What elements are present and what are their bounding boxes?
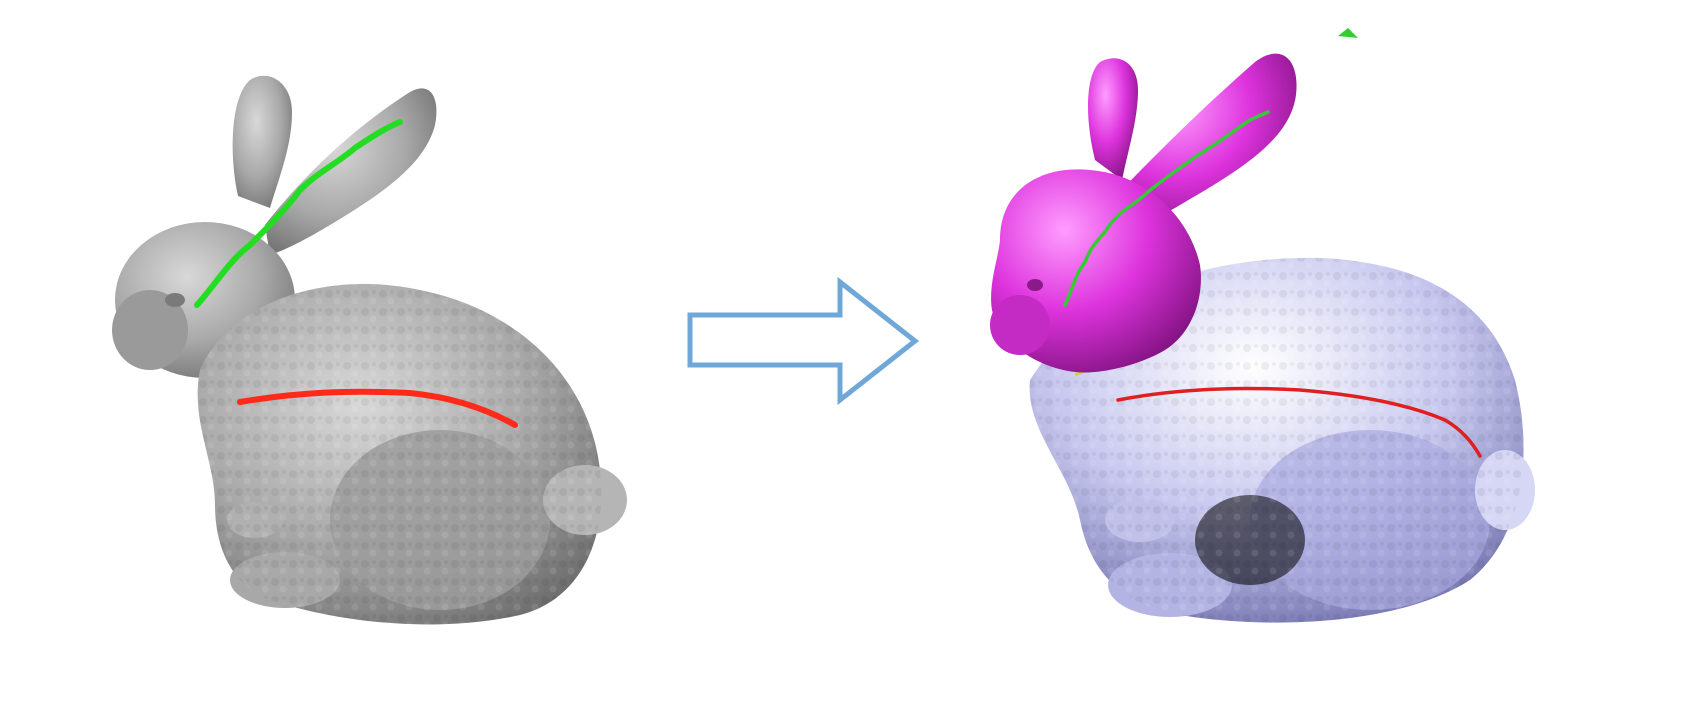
output-bunny: [990, 28, 1535, 623]
input-bunny-body: [112, 75, 627, 625]
artifact-marker: [1338, 28, 1358, 38]
input-body-stroke: [237, 388, 518, 428]
output-head-segment: [990, 53, 1297, 373]
right-arrow-icon: [687, 276, 920, 406]
input-ear-stroke: [194, 119, 403, 308]
output-ear-stroke: [1063, 110, 1270, 307]
output-body-stroke: [1116, 386, 1482, 458]
input-bunny: [112, 75, 627, 625]
